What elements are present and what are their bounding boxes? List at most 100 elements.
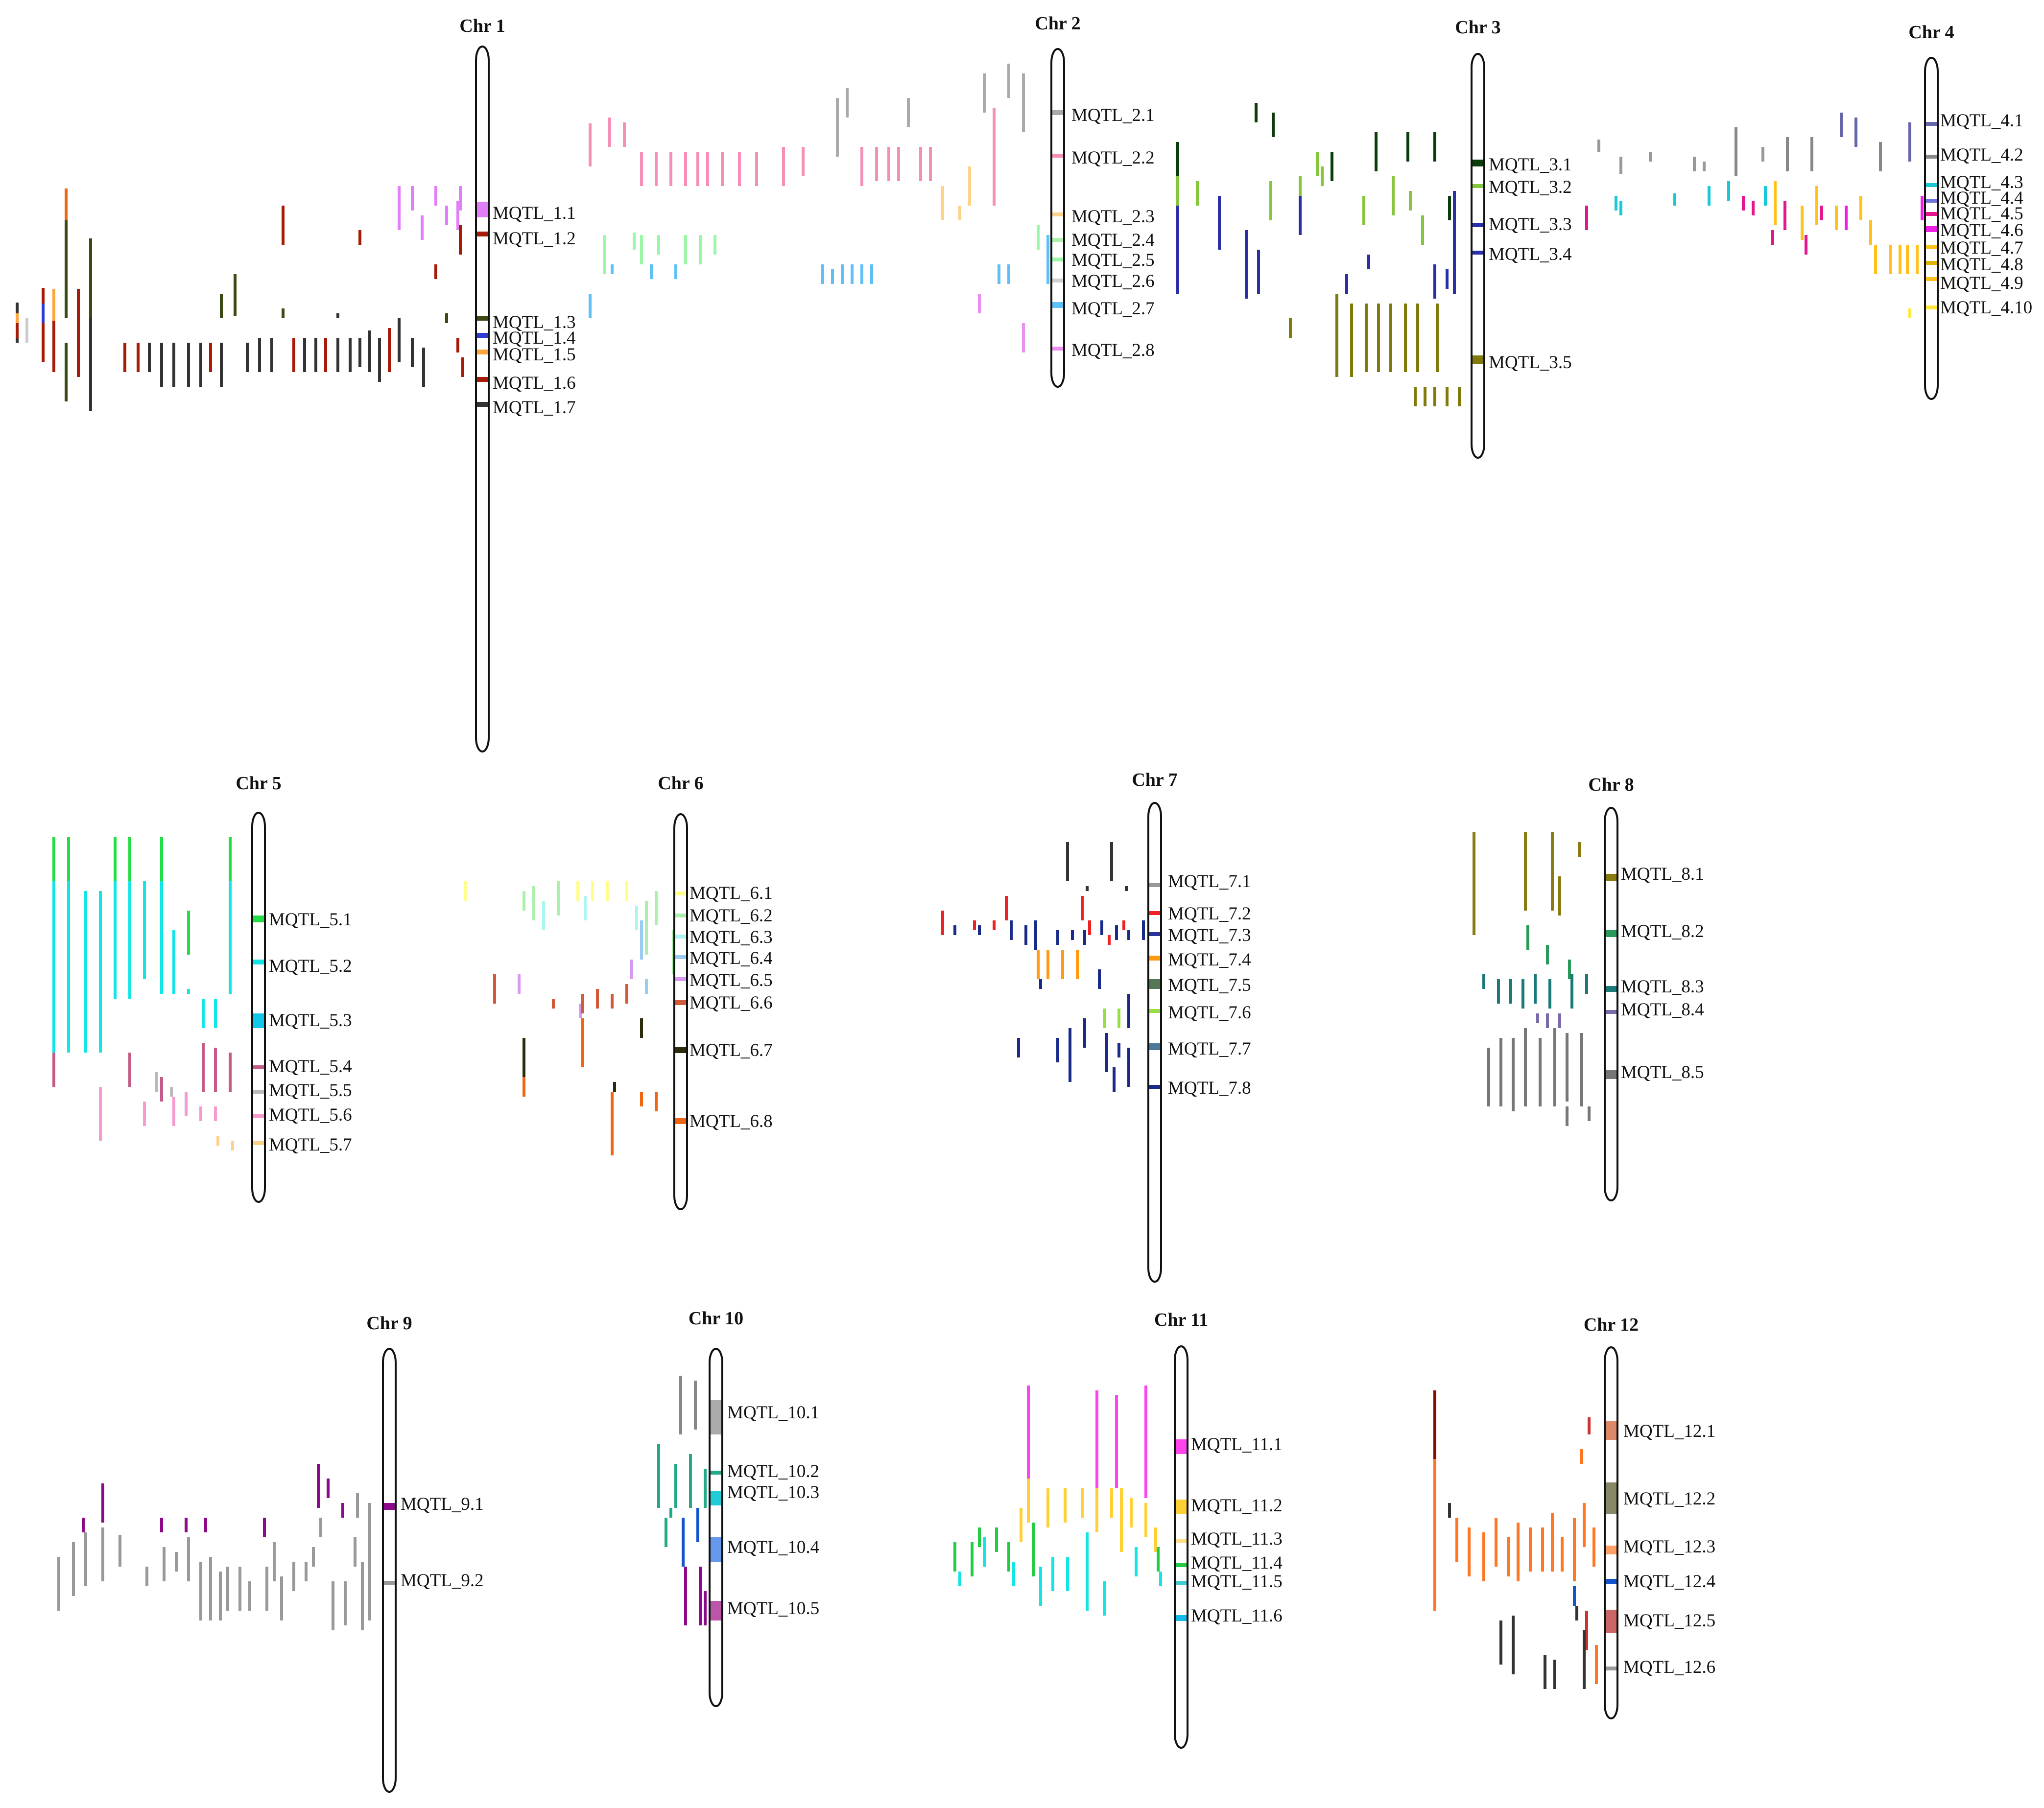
mqtl-mark: [675, 914, 686, 917]
mqtl-mark: [1149, 911, 1160, 915]
mqtl-label: MQTL_4.4: [1940, 188, 2023, 208]
chromosome-title: Chr 1: [459, 16, 505, 36]
mqtl-label: MQTL_8.4: [1621, 1000, 1704, 1020]
mqtl-label: MQTL_5.4: [269, 1057, 352, 1077]
chromosome-panel: Chr 12 MQTL_12.1 MQTL_12.2 MQTL_12.3 MQTL_12…: [1433, 1315, 1715, 1719]
mqtl-label: MQTL_2.6: [1071, 271, 1155, 291]
mqtl-mark: [1149, 883, 1160, 887]
mqtl-mark: [253, 916, 264, 922]
mqtl-label: MQTL_6.4: [689, 948, 773, 968]
mqtl-label: MQTL_3.4: [1489, 244, 1572, 264]
chromosome-panel: Chr 9 MQTL_9.1 MQTL_9.2: [57, 1313, 484, 1793]
mqtl-label: MQTL_1.6: [493, 373, 576, 393]
mqtl-label: MQTL_6.3: [689, 927, 773, 947]
mqtl-label: MQTL_4.5: [1940, 204, 2023, 224]
mqtl-mark: [477, 333, 488, 338]
mqtl-mark: [1052, 258, 1063, 261]
chromosome-body: [382, 1348, 397, 1793]
mqtl-mark: [1926, 183, 1937, 187]
mqtl-label: MQTL_5.3: [269, 1010, 352, 1031]
mqtl-label: MQTL_2.7: [1071, 299, 1155, 319]
mqtl-label: MQTL_4.7: [1940, 238, 2023, 258]
qtl-bars: [589, 64, 1049, 352]
mqtl-label: MQTL_8.2: [1621, 921, 1704, 941]
qtl-bars: [57, 1464, 371, 1630]
chromosome-panel: Chr 2MQTL_2.1MQTL_2.2MQTL_2.3MQTL_2.4MQT…: [589, 13, 1155, 388]
mqtl-label: MQTL_2.3: [1071, 207, 1155, 227]
mqtl-mark: [1473, 160, 1483, 166]
mqtl-mark: [1176, 1563, 1187, 1567]
chromosome-title: Chr 8: [1588, 775, 1634, 795]
mqtl-label: MQTL_7.2: [1168, 904, 1251, 924]
mqtl-label: MQTL_5.7: [269, 1135, 352, 1155]
mqtl-label: MQTL_12.5: [1623, 1611, 1715, 1631]
qtl-bars: [1585, 113, 1928, 318]
mqtl-label: MQTL_1.1: [493, 203, 576, 223]
mqtl-mark: [675, 955, 686, 959]
mqtl-mark: [1926, 226, 1937, 232]
mqtl-label: MQTL_5.5: [269, 1080, 352, 1101]
chromosome-title: Chr 3: [1455, 17, 1500, 38]
mqtl-label: MQTL_3.2: [1489, 177, 1572, 197]
qtl-bars: [1176, 103, 1461, 406]
chromosome-body: [673, 813, 688, 1210]
mqtl-mark: [1052, 212, 1063, 216]
chromosome-title: Chr 12: [1584, 1315, 1639, 1335]
mqtl-mark: [1052, 302, 1063, 308]
chromosome-title: Chr 6: [658, 773, 703, 794]
mqtl-mark: [1176, 1615, 1187, 1621]
mqtl-label: MQTL_12.3: [1623, 1537, 1715, 1557]
chromosome-body: [1147, 802, 1162, 1283]
mqtl-mark: [1606, 1010, 1616, 1014]
mqtl-mark: [1606, 1421, 1616, 1440]
mqtl-mark: [384, 1503, 395, 1510]
mqtl-label: MQTL_6.2: [689, 906, 773, 926]
mqtl-mark: [253, 1141, 264, 1145]
chromosome-title: Chr 4: [1908, 22, 1954, 43]
mqtl-label: MQTL_10.2: [727, 1461, 819, 1481]
chromosome-body: [1604, 807, 1618, 1201]
mqtl-label: MQTL_3.1: [1489, 155, 1572, 175]
mqtl-label: MQTL_4.3: [1940, 172, 2023, 192]
mqtl-label: MQTL_12.4: [1623, 1572, 1715, 1592]
mqtl-label: MQTL_4.1: [1940, 111, 2023, 131]
qtl-bars: [953, 1385, 1162, 1616]
mqtl-label: MQTL_6.5: [689, 970, 773, 990]
mqtl-label: MQTL_6.1: [689, 883, 773, 903]
mqtl-mark: [253, 960, 264, 964]
chromosome-panel: Chr 6 MQTL_6.1 MQTL_6.2MQTL_6.3MQTL_6.4MQT…: [464, 773, 773, 1210]
mqtl-mark: [477, 350, 488, 354]
mqtl-label: MQTL_8.5: [1621, 1062, 1704, 1082]
mqtl-mark: [1149, 956, 1160, 961]
mqtl-label: MQTL_4.8: [1940, 255, 2023, 275]
mqtl-mark: [711, 1400, 721, 1434]
mqtl-label: MQTL_11.6: [1191, 1606, 1283, 1626]
mqtl-mark: [1176, 1539, 1187, 1543]
mqtl-mark: [1149, 1085, 1160, 1089]
chromosome-body: [251, 812, 266, 1203]
mqtl-label: MQTL_7.6: [1168, 1003, 1251, 1023]
mqtl-label: MQTL_12.2: [1623, 1489, 1715, 1509]
mqtl-mark: [1176, 1581, 1187, 1585]
qtl-bars: [464, 881, 675, 1155]
chromosome-body: [1174, 1345, 1188, 1749]
mqtl-label: MQTL_11.4: [1191, 1553, 1283, 1573]
mqtl-label: MQTL_4.9: [1940, 273, 2023, 293]
mqtl-label: MQTL_9.2: [401, 1571, 484, 1591]
mqtl-label: MQTL_2.4: [1071, 230, 1155, 250]
qtl-bars: [52, 837, 234, 1151]
mqtl-label: MQTL_7.1: [1168, 871, 1251, 892]
qtl-bars: [1473, 832, 1591, 1126]
chromosome-body: [475, 46, 490, 752]
mqtl-mark: [253, 1114, 264, 1118]
mqtl-mark: [1926, 155, 1937, 159]
mqtl-mark: [675, 935, 686, 939]
mqtl-label: MQTL_9.1: [401, 1494, 484, 1514]
mqtl-mark: [675, 892, 686, 895]
mqtl-mark: [1606, 930, 1616, 937]
chromosome-body: [1050, 48, 1065, 388]
mqtl-label: MQTL_2.1: [1071, 105, 1155, 125]
chromosome-panel: Chr 1MQTL_1.1MQTL_1.2MQTL_1.3MQTL_1.4MQT…: [16, 16, 576, 752]
